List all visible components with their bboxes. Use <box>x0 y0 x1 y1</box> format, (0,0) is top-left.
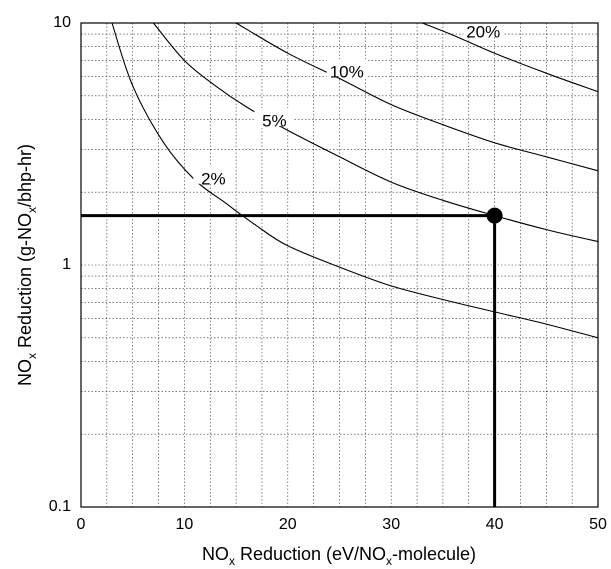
grid <box>81 23 598 507</box>
curve-5pct <box>152 22 599 243</box>
curve-20pct <box>422 22 599 93</box>
curve-10pct <box>235 22 599 172</box>
curve-label-2pct: 2% <box>201 169 226 188</box>
y-tick-label: 1 <box>62 256 71 273</box>
curve-label-20pct: 20% <box>466 22 500 41</box>
tick-labels: 0 10 20 30 40 50 0.1 1 10 <box>49 14 607 533</box>
x-tick-label: 50 <box>589 516 607 533</box>
curve-label-5pct: 5% <box>262 111 287 130</box>
curve-label-bg-10pct <box>326 59 367 78</box>
y-tick-label: 0.1 <box>49 498 71 515</box>
x-tick-label: 30 <box>382 516 400 533</box>
curve-label-10pct: 10% <box>330 63 364 82</box>
x-tick-label: 40 <box>486 516 504 533</box>
x-axis-label: NOx Reduction (eV/NOx-molecule) <box>202 544 476 568</box>
operating-point-marker <box>486 207 503 224</box>
y-axis-label: NOx Reduction (g-NOx/bhp-hr) <box>15 144 39 386</box>
x-tick-label: 0 <box>77 516 86 533</box>
operating-point-group <box>81 207 503 507</box>
curves: 2% 5% 10% 20% <box>111 18 599 339</box>
x-tick-label: 20 <box>279 516 297 533</box>
y-tick-label: 10 <box>53 14 71 31</box>
plot-frame <box>80 22 599 508</box>
x-tick-label: 10 <box>176 516 194 533</box>
curve-label-bg-2pct <box>193 165 234 184</box>
curve-label-bg-5pct <box>254 107 295 126</box>
